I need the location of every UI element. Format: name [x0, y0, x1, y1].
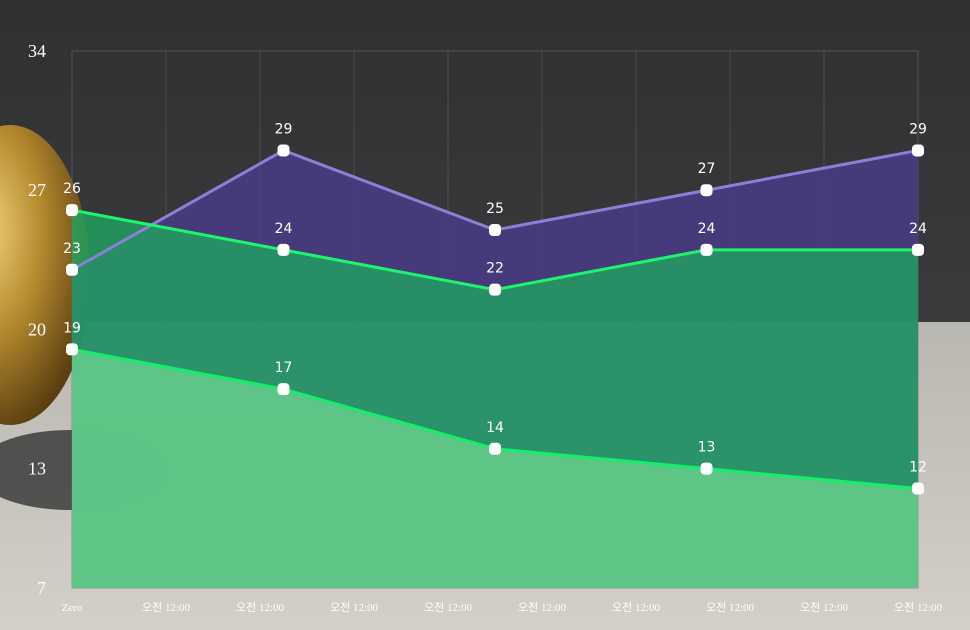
series-3-point[interactable]: [277, 383, 290, 396]
x-tick-label: 오전 12:00: [142, 601, 191, 614]
series-3-point[interactable]: [700, 462, 713, 475]
data-label: 24: [698, 221, 716, 237]
y-tick-label: 13: [28, 459, 46, 479]
data-label: 29: [909, 121, 927, 137]
series-2-point[interactable]: [489, 283, 501, 296]
series-2-point[interactable]: [912, 243, 924, 256]
data-label: 24: [275, 221, 293, 237]
data-label: 22: [486, 261, 504, 277]
x-tick-label: 오전 12:00: [612, 601, 661, 614]
series-3-point[interactable]: [489, 442, 501, 455]
y-tick-label: 7: [37, 578, 46, 598]
data-label: 19: [63, 320, 81, 336]
x-tick-label: 오전 12:00: [236, 601, 285, 614]
data-label: 17: [275, 360, 293, 376]
x-tick-label: 오전 12:00: [518, 601, 567, 614]
data-label: 14: [486, 420, 504, 436]
series-3-point[interactable]: [912, 482, 924, 495]
data-label: 29: [275, 121, 293, 137]
x-tick-label: 오전 12:00: [800, 601, 849, 614]
data-label: 12: [909, 460, 927, 476]
series-1-point[interactable]: [700, 184, 713, 197]
series-1-point[interactable]: [277, 144, 290, 157]
series-3-point[interactable]: [66, 343, 78, 356]
data-label: 13: [698, 440, 716, 456]
y-tick-label: 27: [28, 180, 46, 200]
series-1-point[interactable]: [912, 144, 924, 157]
series-2-point[interactable]: [66, 204, 78, 217]
series-areas: [72, 150, 918, 588]
data-label: 26: [63, 181, 81, 197]
x-tick-label: 오전 12:00: [330, 601, 379, 614]
data-label: 24: [909, 221, 927, 237]
series-markers: [66, 144, 924, 495]
data-label: 23: [63, 241, 81, 257]
series-1-point[interactable]: [66, 263, 78, 276]
y-tick-label: 20: [28, 319, 46, 339]
y-axis: 34 27 20 13 7: [28, 41, 46, 598]
data-label: 25: [486, 201, 504, 217]
series-3-area: [72, 349, 918, 588]
series-1-point[interactable]: [489, 224, 501, 236]
x-tick-label: 오전 12:00: [424, 601, 473, 614]
data-label: 27: [698, 161, 716, 177]
x-tick-label: Zero: [62, 602, 83, 614]
series-2-point[interactable]: [700, 243, 713, 256]
x-axis: Zero 오전 12:00 오전 12:00 오전 12:00 오전 12:00 오전 1…: [62, 601, 943, 614]
series-2-point[interactable]: [277, 243, 290, 256]
y-tick-label: 34: [28, 41, 46, 61]
data-labels: 23 29 25 27 29 26 24 22 24 24 19 17 14 13 12: [63, 121, 927, 475]
x-tick-label: 오전 12:00: [894, 601, 943, 614]
x-tick-label: 오전 12:00: [706, 601, 755, 614]
